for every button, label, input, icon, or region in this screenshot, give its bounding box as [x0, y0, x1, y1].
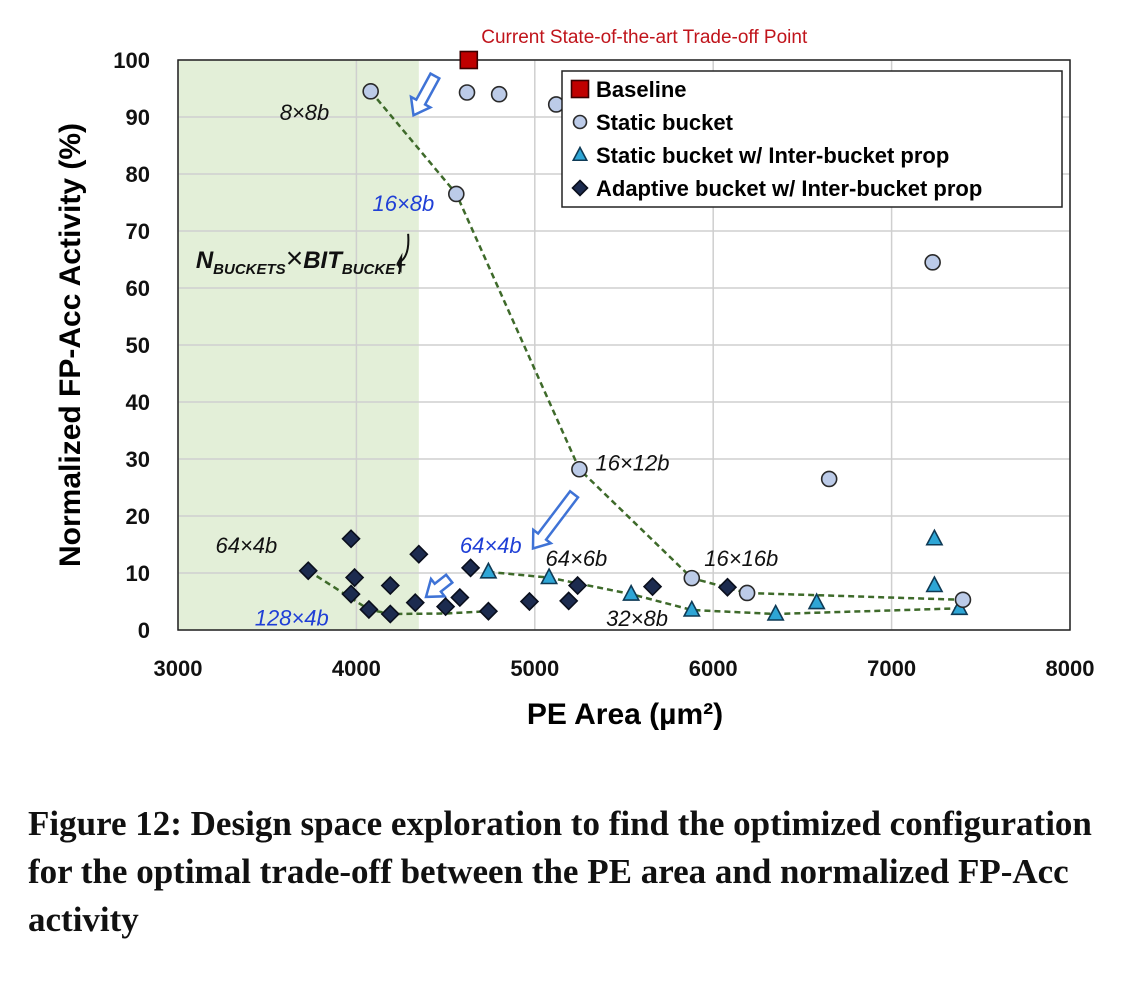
static-bucket-w-inter-bucket-prop-point-5: [807, 592, 826, 610]
x-axis-title: PE Area (µm²): [527, 698, 723, 731]
static-bucket-point-9: [738, 584, 756, 602]
tick-labels: 0 10 20 30 40 50 60 70 80 90 100 3000 4000 5000 6000 70…: [113, 48, 1094, 681]
legend: Baseline Static bucket Static bucket w/ In…: [561, 70, 1063, 208]
y-tick-label-1: 10: [126, 561, 150, 586]
legend-label-2: Static bucket w/ Inter-bucket prop: [596, 143, 949, 168]
x-tick-label-1: 4000: [332, 656, 381, 681]
y-tick-label-9: 90: [126, 105, 150, 130]
adaptive-bucket-w-inter-bucket-prop-point-6: [380, 604, 400, 624]
adaptive-bucket-w-inter-bucket-prop-point-10: [450, 587, 470, 608]
static-bucket-point-5: [924, 254, 941, 271]
adaptive-bucket-w-inter-bucket-prop-point-17: [717, 577, 738, 597]
y-tick-label-10: 100: [113, 48, 150, 73]
callout-arrow-1: [531, 489, 580, 551]
legend-label-1: Static bucket: [596, 110, 734, 135]
legend-label-3: Adaptive bucket w/ Inter-bucket prop: [596, 176, 982, 201]
annotation-a-32x8: 32×8b: [606, 606, 668, 631]
plot-frame: [177, 59, 1071, 631]
legend-label-0: Baseline: [596, 77, 687, 102]
y-tick-label-8: 80: [126, 162, 150, 187]
annotation-a-128x4: 128×4b: [255, 605, 329, 630]
callout-arrows: [396, 71, 580, 599]
formula-part-3: BIT: [303, 247, 344, 274]
formula-part-4: BUCKET: [342, 261, 406, 278]
y-tick-label-2: 20: [126, 504, 150, 529]
static-bucket-w-inter-bucket-prop-point-0: [479, 561, 498, 579]
x-tick-label-5: 8000: [1046, 656, 1095, 681]
static-bucket-point-0: [362, 83, 379, 100]
adaptive-bucket-w-inter-bucket-prop-point-0: [298, 561, 318, 581]
static-bucket-point-8: [683, 569, 701, 587]
adaptive-bucket-w-inter-bucket-prop-point-9: [435, 596, 456, 617]
static-bucket-w-inter-bucket-prop-point-6: [925, 528, 944, 546]
trend-line-static-inter: [488, 570, 960, 616]
static-bucket-point-4: [448, 185, 465, 203]
annotation-a-64x4-left: 64×4b: [215, 533, 277, 558]
static-bucket-point-7: [820, 470, 838, 488]
pointer-arrow-head: [396, 252, 403, 274]
y-tick-label-7: 70: [126, 219, 150, 244]
adaptive-bucket-w-inter-bucket-prop-point-5: [380, 575, 400, 596]
y-tick-label-5: 50: [126, 333, 150, 358]
scatter-chart: 0 10 20 30 40 50 60 70 80 90 100 3000 4000 5000 6000 70…: [54, 27, 1094, 731]
y-axis-title: Normalized FP-Acc Activity (%): [54, 123, 87, 567]
annotation-a-8x8: 8×8b: [280, 100, 330, 125]
baseline-point-0: [459, 50, 479, 70]
data-markers: [298, 50, 972, 624]
trend-line-static: [369, 90, 964, 602]
adaptive-bucket-w-inter-bucket-prop-point-16: [642, 577, 663, 597]
x-tick-label-3: 6000: [689, 656, 738, 681]
adaptive-bucket-w-inter-bucket-prop-point-8: [409, 544, 429, 564]
static-bucket-w-inter-bucket-prop-point-1: [540, 567, 559, 585]
figure-caption: Figure 12: Design space exploration to f…: [28, 804, 1092, 939]
formula-part-2: ×: [286, 242, 304, 275]
adaptive-bucket-w-inter-bucket-prop-point-15: [567, 575, 588, 596]
adaptive-bucket-w-inter-bucket-prop-point-13: [519, 591, 540, 612]
x-tick-label-0: 3000: [154, 656, 203, 681]
static-bucket-w-inter-bucket-prop-point-3: [682, 599, 701, 617]
formula-part-1: BUCKETS: [213, 261, 286, 278]
x-tick-label-4: 7000: [867, 656, 916, 681]
adaptive-bucket-w-inter-bucket-prop-point-11: [460, 558, 481, 578]
static-bucket-w-inter-bucket-prop-point-2: [622, 583, 641, 601]
formula-label: NBUCKETS×BITBUCKET: [196, 242, 406, 278]
adaptive-bucket-w-inter-bucket-prop-point-14: [559, 591, 579, 611]
static-bucket-w-inter-bucket-prop-point-4: [766, 603, 785, 621]
adaptive-bucket-w-inter-bucket-prop-point-4: [359, 599, 379, 620]
annotation-a-16x16: 16×16b: [704, 546, 778, 571]
y-tick-label-6: 60: [126, 276, 150, 301]
static-bucket-point-2: [490, 85, 508, 103]
static-bucket-point-10: [954, 591, 972, 609]
annotations: Current State-of-the-art Trade-off Point…: [196, 27, 808, 631]
adaptive-bucket-w-inter-bucket-prop-point-12: [478, 601, 499, 621]
x-tick-label-2: 5000: [510, 656, 559, 681]
static-bucket-point-6: [571, 460, 588, 478]
adaptive-bucket-w-inter-bucket-prop-point-3: [341, 584, 361, 604]
legend-marker-0: [570, 79, 590, 99]
y-tick-label-4: 40: [126, 390, 150, 415]
adaptive-bucket-w-inter-bucket-prop-point-1: [341, 529, 361, 549]
adaptive-bucket-w-inter-bucket-prop-point-7: [405, 593, 425, 613]
y-tick-label-0: 0: [138, 618, 150, 643]
legend-marker-1: [572, 114, 588, 130]
callout-arrow-0: [409, 71, 441, 118]
legend-box: [561, 70, 1063, 208]
callout-arrow-2: [424, 573, 455, 599]
annotation-a-64x6: 64×6b: [546, 546, 608, 571]
annotation-a-16x12: 16×12b: [595, 450, 669, 475]
formula-part-0: N: [196, 247, 214, 274]
annotation-a-64x4-blue: 64×4b: [460, 533, 522, 558]
annotation-a-16x8: 16×8b: [372, 191, 434, 216]
y-tick-label-3: 30: [126, 447, 150, 472]
adaptive-bucket-w-inter-bucket-prop-point-2: [344, 567, 365, 588]
legend-marker-2: [571, 145, 589, 162]
static-bucket-point-1: [458, 84, 476, 101]
annotation-baseline-note: Current State-of-the-art Trade-off Point: [481, 27, 808, 48]
legend-marker-3: [571, 179, 589, 197]
static-bucket-w-inter-bucket-prop-point-7: [925, 575, 944, 593]
